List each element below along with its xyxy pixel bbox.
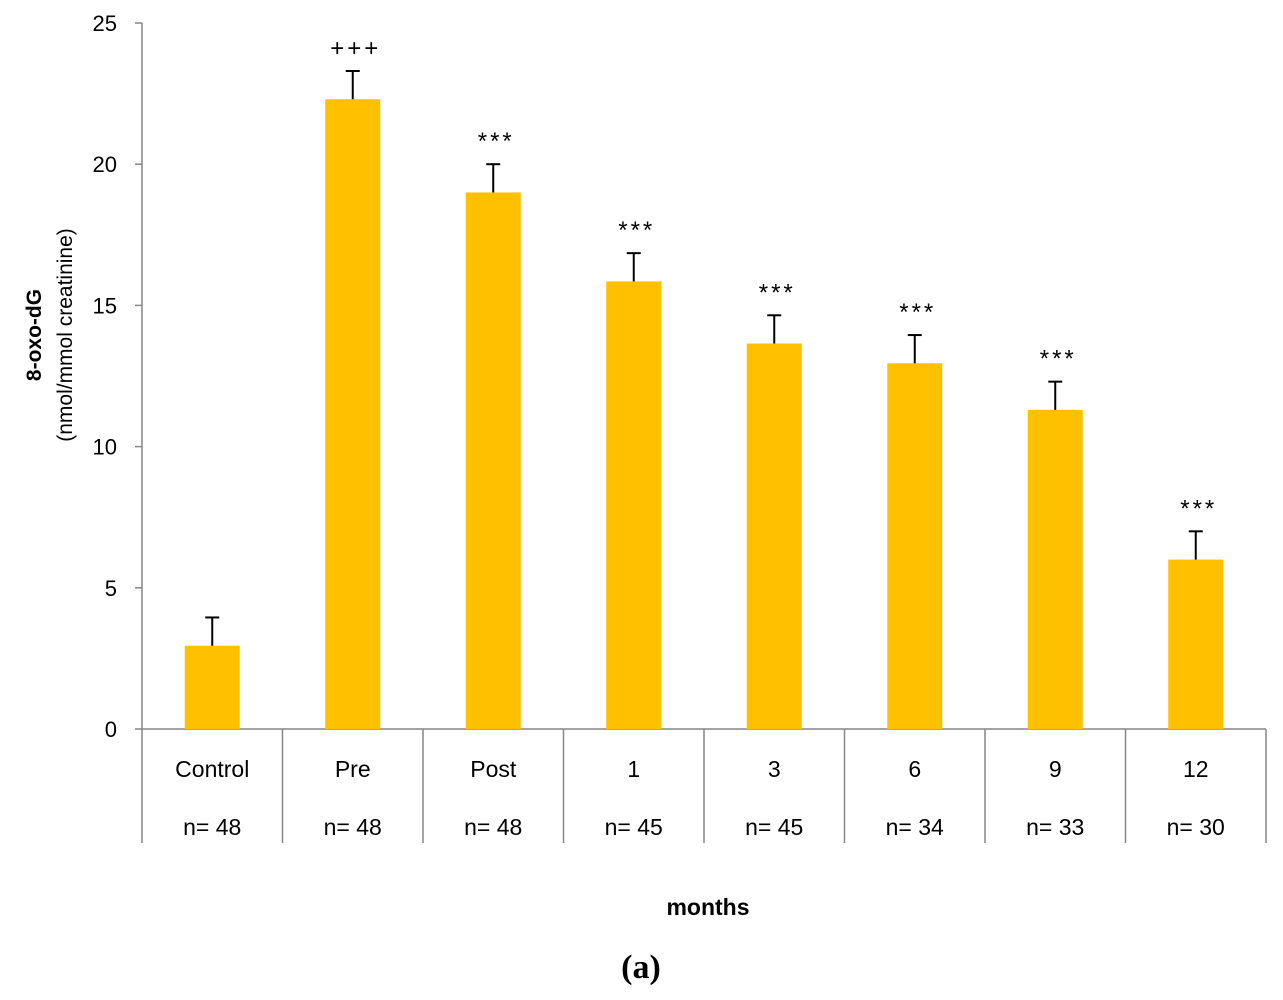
error-bar xyxy=(907,334,922,364)
category-label: Control xyxy=(175,756,249,782)
sample-size-label: n= 48 xyxy=(183,814,241,840)
sample-size-label: n= 45 xyxy=(605,814,663,840)
bar xyxy=(325,99,381,730)
error-bar xyxy=(626,252,641,282)
sample-size-label: n= 48 xyxy=(464,814,522,840)
significance-label: *** xyxy=(478,128,515,155)
y-tick-label: 5 xyxy=(105,576,117,601)
sample-size-label: n= 34 xyxy=(886,814,944,840)
y-axis-title-unit: (nmol/mmol creatinine) xyxy=(54,228,77,442)
significance-label: *** xyxy=(1180,495,1217,522)
error-bars xyxy=(205,70,1203,646)
y-tick-label: 15 xyxy=(93,293,117,318)
bar xyxy=(1168,559,1224,729)
sample-size-label: n= 45 xyxy=(745,814,803,840)
y-axis-title: 8-oxo-dG (nmol/mmol creatinine) xyxy=(23,228,77,442)
y-tick-label: 10 xyxy=(93,435,117,460)
significance-label: *** xyxy=(1040,346,1077,373)
bars xyxy=(184,99,1224,730)
y-ticks: 0 5 10 15 20 25 xyxy=(93,11,142,742)
bar xyxy=(184,645,240,729)
error-bar xyxy=(205,616,220,646)
error-bar xyxy=(767,314,782,344)
category-label: 9 xyxy=(1049,756,1062,782)
significance-label: *** xyxy=(759,279,796,306)
sample-size-label: n= 30 xyxy=(1167,814,1225,840)
error-bar xyxy=(1188,530,1203,560)
y-tick-label: 25 xyxy=(93,11,117,36)
significance-label: +++ xyxy=(330,35,381,62)
category-label: 12 xyxy=(1183,756,1209,782)
category-label: Pre xyxy=(335,756,371,782)
significance-labels: +++ *** *** *** *** *** *** xyxy=(330,35,1217,522)
axes xyxy=(141,23,1267,843)
sample-size-label: n= 33 xyxy=(1026,814,1084,840)
bar xyxy=(465,192,521,729)
error-bar xyxy=(1048,380,1063,410)
significance-label: *** xyxy=(618,217,655,244)
bar xyxy=(606,281,662,729)
error-bar xyxy=(345,70,360,100)
y-tick-label: 0 xyxy=(105,717,117,742)
y-tick-label: 20 xyxy=(93,152,117,177)
significance-label: *** xyxy=(899,299,936,326)
category-label: 3 xyxy=(768,756,781,782)
bar xyxy=(887,363,943,729)
x-axis-title: months xyxy=(666,894,749,920)
error-bar xyxy=(486,163,501,193)
category-label: 1 xyxy=(627,756,640,782)
bar xyxy=(746,343,802,729)
panel-label: (a) xyxy=(621,949,661,986)
bar xyxy=(1027,409,1083,729)
sample-size-label: n= 48 xyxy=(324,814,382,840)
y-axis-title-main: 8-oxo-dG xyxy=(23,289,46,381)
category-label: 6 xyxy=(908,756,921,782)
category-label: Post xyxy=(470,756,517,782)
category-labels: Control n= 48 Pre n= 48 Post n= 48 1 n= 45 3 n= 4… xyxy=(175,756,1225,840)
